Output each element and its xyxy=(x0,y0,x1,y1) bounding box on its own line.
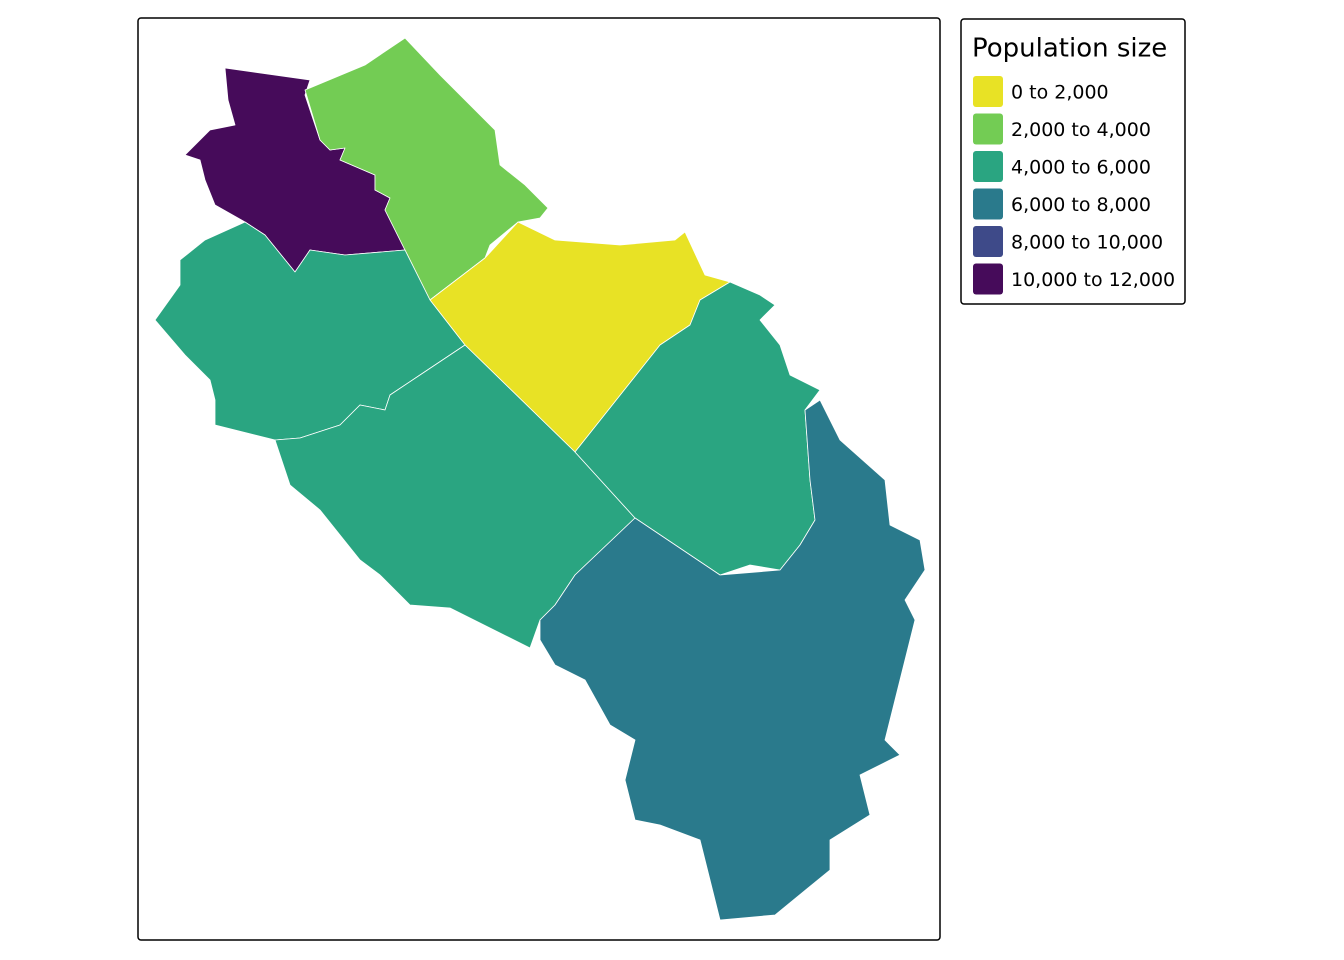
legend-label: 8,000 to 10,000 xyxy=(1011,232,1163,254)
legend-label: 6,000 to 8,000 xyxy=(1011,194,1151,216)
legend-swatch xyxy=(973,226,1003,257)
legend-label: 0 to 2,000 xyxy=(1011,82,1109,104)
legend-label: 2,000 to 4,000 xyxy=(1011,119,1151,141)
legend-swatch xyxy=(973,76,1003,107)
legend-swatch xyxy=(973,188,1003,220)
legend-box xyxy=(960,18,1186,305)
legend-swatch xyxy=(973,263,1003,295)
legend-label: 4,000 to 6,000 xyxy=(1011,157,1151,179)
region xyxy=(539,399,926,921)
region xyxy=(574,281,821,576)
regions xyxy=(154,37,926,921)
legend-swatch xyxy=(973,113,1003,145)
legend: Population size 0 to 2,000 2,000 to 4,000… xyxy=(960,18,1186,305)
legend-title: Population size xyxy=(972,34,1167,64)
legend-swatch xyxy=(973,151,1003,182)
region xyxy=(304,37,549,301)
legend-label: 10,000 to 12,000 xyxy=(1011,269,1175,291)
